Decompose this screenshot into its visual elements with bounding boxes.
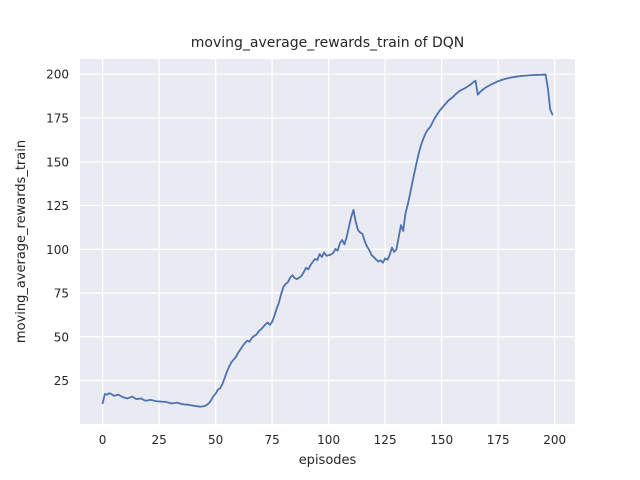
plot-layers: 0 25 50 75 100 125 150 175 200 25 50 75 100 125 150 175…	[46, 59, 575, 447]
y-tick-label: 50	[54, 330, 69, 344]
y-axis-label: moving_average_rewards_train	[14, 140, 29, 343]
x-tick-label: 150	[430, 433, 453, 447]
chart-title: moving_average_rewards_train of DQN	[191, 35, 465, 51]
x-tick-label: 0	[99, 433, 107, 447]
y-tick-label: 100	[46, 243, 69, 257]
x-tick-label: 125	[374, 433, 397, 447]
reward-line	[101, 73, 554, 408]
y-tick-label: 125	[46, 199, 69, 213]
x-tick-label: 200	[543, 433, 566, 447]
y-tick-label: 200	[46, 68, 69, 82]
x-tick-label: 175	[487, 433, 510, 447]
y-tick-label: 75	[54, 287, 69, 301]
x-tick-label: 75	[264, 433, 279, 447]
plot-panel	[80, 59, 575, 424]
x-tick-label: 100	[317, 433, 340, 447]
y-tick-label: 25	[54, 374, 69, 388]
y-tick-label: 175	[46, 111, 69, 125]
x-tick-label: 25	[151, 433, 166, 447]
x-tick-label: 50	[208, 433, 223, 447]
x-axis-label: episodes	[299, 453, 357, 468]
y-tick-label: 150	[46, 155, 69, 169]
